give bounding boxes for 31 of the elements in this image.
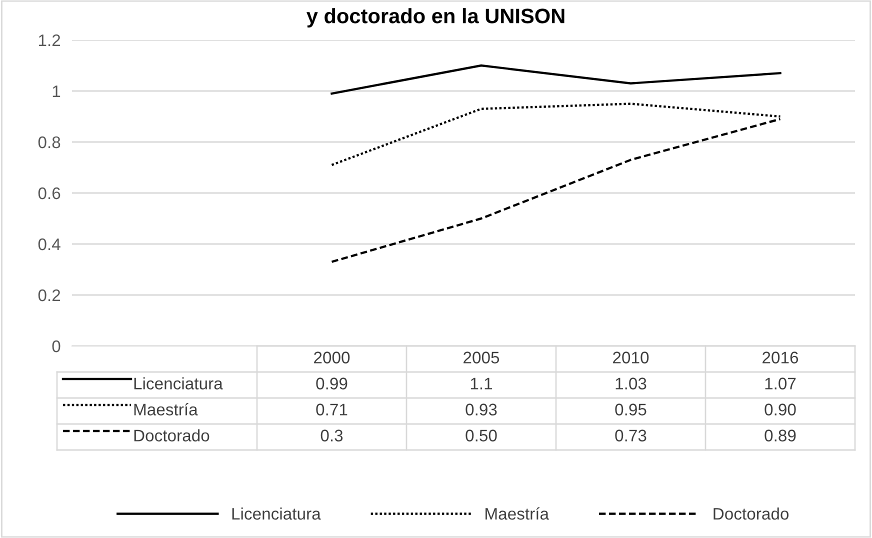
legend-label: Doctorado: [134, 429, 210, 442]
text: Doctorado: [714, 507, 789, 520]
y-tick-label: 0.6: [38, 187, 60, 200]
x-tick-label: 2000: [314, 352, 350, 364]
y-tick-label: 0: [52, 340, 60, 352]
data-label: 0.93: [466, 404, 497, 416]
data-label: 0.95: [615, 404, 646, 416]
data-label: 0.50: [466, 430, 497, 442]
y-tick-label: 0.4: [38, 238, 60, 250]
data-label: 0.89: [764, 430, 796, 442]
data-label: 0.99: [316, 378, 348, 390]
y-tick-label: 1: [52, 86, 60, 98]
data-label: 1.07: [765, 378, 796, 390]
data-label: 0.71: [316, 404, 348, 416]
x-tick-label: 2005: [464, 352, 500, 364]
line-series: [330, 64, 782, 95]
y-tick-label: 1.2: [38, 34, 60, 46]
text: Maestría: [486, 507, 550, 520]
y-tick-label: 0.8: [38, 136, 60, 148]
data-label: 0.73: [615, 430, 646, 442]
data-label: 1.03: [616, 378, 646, 390]
legend-label: Licenciatura: [134, 377, 223, 390]
data-label: 0.3: [320, 430, 343, 442]
data-label: 1.1: [470, 378, 492, 390]
chart-title: y doctorado en la UNISON: [306, 8, 564, 28]
legend-label: Maestría: [134, 403, 198, 416]
data-label: 0.90: [764, 404, 796, 416]
x-tick-label: 2010: [613, 352, 649, 364]
x-tick-label: 2016: [762, 352, 798, 364]
text: Licenciatura: [232, 507, 321, 520]
y-tick-label: 0.2: [38, 289, 60, 302]
